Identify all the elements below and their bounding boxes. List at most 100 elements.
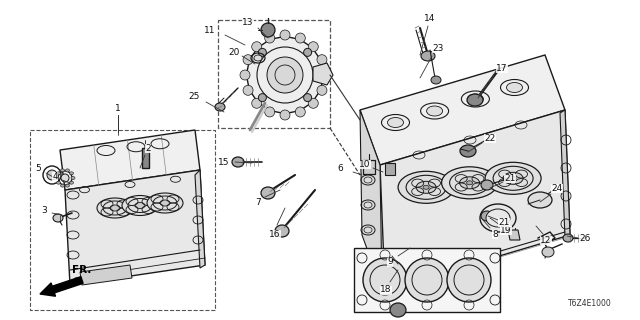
Text: 15: 15	[218, 157, 230, 166]
Ellipse shape	[56, 181, 61, 184]
Text: 18: 18	[380, 285, 392, 294]
Ellipse shape	[416, 181, 436, 193]
Bar	[385, 163, 395, 175]
Ellipse shape	[252, 98, 262, 108]
Ellipse shape	[160, 200, 170, 206]
Ellipse shape	[387, 117, 403, 127]
Ellipse shape	[447, 258, 491, 302]
Ellipse shape	[247, 37, 323, 113]
Ellipse shape	[303, 94, 312, 102]
Ellipse shape	[460, 145, 476, 157]
Ellipse shape	[364, 177, 372, 183]
Text: 14: 14	[424, 13, 436, 22]
Ellipse shape	[61, 174, 69, 182]
Text: T6Z4E1000: T6Z4E1000	[568, 299, 612, 308]
Ellipse shape	[485, 162, 541, 194]
Text: FR.: FR.	[72, 265, 92, 275]
Text: 22: 22	[484, 133, 495, 142]
Text: 23: 23	[432, 44, 444, 52]
Polygon shape	[313, 63, 333, 85]
Text: 9: 9	[387, 258, 393, 267]
Ellipse shape	[528, 192, 552, 208]
Polygon shape	[80, 265, 132, 285]
Ellipse shape	[110, 205, 120, 211]
Ellipse shape	[259, 48, 266, 56]
Ellipse shape	[481, 180, 493, 190]
Ellipse shape	[506, 83, 522, 92]
Ellipse shape	[405, 258, 449, 302]
Text: 24: 24	[552, 183, 563, 193]
Text: 11: 11	[204, 26, 216, 35]
Text: 12: 12	[540, 236, 552, 244]
Ellipse shape	[65, 184, 70, 187]
Ellipse shape	[295, 107, 305, 117]
Ellipse shape	[265, 107, 275, 117]
Ellipse shape	[398, 171, 454, 203]
Ellipse shape	[240, 70, 250, 80]
Ellipse shape	[65, 169, 70, 172]
Ellipse shape	[261, 23, 275, 37]
Ellipse shape	[252, 42, 262, 52]
Text: 21: 21	[499, 218, 509, 227]
FancyArrow shape	[40, 277, 83, 296]
Ellipse shape	[510, 176, 516, 180]
Ellipse shape	[481, 211, 493, 221]
Polygon shape	[65, 170, 205, 285]
Ellipse shape	[70, 172, 74, 175]
Ellipse shape	[364, 227, 372, 233]
Polygon shape	[360, 55, 565, 165]
Ellipse shape	[503, 172, 523, 184]
Text: 13: 13	[243, 18, 253, 27]
Text: 17: 17	[496, 63, 508, 73]
Ellipse shape	[442, 167, 498, 199]
Polygon shape	[60, 130, 200, 190]
Ellipse shape	[390, 303, 406, 317]
Ellipse shape	[275, 225, 289, 237]
Text: 8: 8	[492, 229, 498, 238]
Polygon shape	[380, 110, 570, 290]
Ellipse shape	[317, 55, 327, 65]
Ellipse shape	[61, 184, 65, 187]
Bar	[142, 148, 149, 168]
Ellipse shape	[280, 110, 290, 120]
Text: 7: 7	[255, 197, 261, 206]
Ellipse shape	[431, 76, 441, 84]
Ellipse shape	[280, 30, 290, 40]
Ellipse shape	[243, 85, 253, 95]
Polygon shape	[560, 110, 570, 238]
Ellipse shape	[486, 209, 510, 227]
Text: 26: 26	[579, 234, 591, 243]
Text: 5: 5	[35, 164, 41, 172]
Ellipse shape	[261, 187, 275, 199]
Text: 21: 21	[504, 173, 516, 182]
Ellipse shape	[215, 103, 225, 111]
Ellipse shape	[232, 157, 244, 167]
Ellipse shape	[320, 70, 330, 80]
Text: 25: 25	[188, 92, 200, 100]
Ellipse shape	[423, 185, 429, 189]
Ellipse shape	[267, 57, 303, 93]
Ellipse shape	[421, 51, 435, 61]
Ellipse shape	[303, 48, 312, 56]
Ellipse shape	[467, 181, 472, 185]
Ellipse shape	[467, 94, 483, 106]
Text: 10: 10	[359, 159, 371, 169]
Ellipse shape	[53, 214, 63, 222]
Ellipse shape	[254, 55, 262, 61]
Ellipse shape	[259, 94, 266, 102]
Text: 1: 1	[115, 103, 121, 113]
Text: 6: 6	[337, 164, 343, 172]
Ellipse shape	[364, 202, 372, 208]
Text: 20: 20	[228, 47, 240, 57]
Ellipse shape	[542, 247, 554, 257]
Ellipse shape	[122, 196, 158, 215]
Text: 2: 2	[145, 143, 151, 153]
Ellipse shape	[467, 94, 483, 104]
Ellipse shape	[295, 33, 305, 43]
Ellipse shape	[61, 169, 65, 172]
Bar	[354, 248, 500, 312]
Ellipse shape	[363, 258, 407, 302]
Text: 16: 16	[269, 229, 281, 238]
Ellipse shape	[47, 170, 57, 180]
Ellipse shape	[56, 172, 61, 175]
